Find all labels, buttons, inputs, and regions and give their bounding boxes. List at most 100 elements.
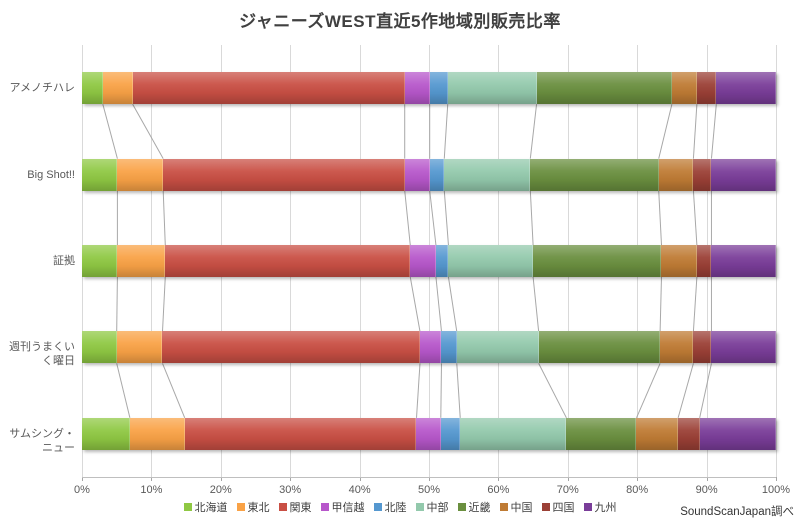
bar-segment-関東 [163, 158, 405, 191]
bar-segment-北海道 [82, 72, 103, 105]
bar-segment-近畿 [538, 331, 661, 364]
bar-segment-甲信越 [404, 158, 430, 191]
legend-item-九州: 九州 [583, 499, 617, 515]
connector-line [659, 276, 662, 332]
axis-tick [567, 477, 569, 481]
axis-tick [706, 477, 708, 481]
connector-line [404, 190, 411, 246]
connector-line [529, 190, 534, 246]
bar-週刊うまくいく曜日 [82, 331, 776, 364]
legend-swatch-icon [320, 503, 329, 511]
legend-swatch-icon [236, 503, 245, 511]
bar-segment-関東 [162, 331, 420, 364]
x-axis-line [82, 477, 776, 478]
connector-line [102, 104, 118, 159]
bar-segment-北陸 [435, 245, 449, 277]
bar-segment-甲信越 [416, 417, 441, 450]
legend-item-中国: 中国 [499, 499, 533, 515]
legend-label: 東北 [247, 502, 270, 514]
connector-line [710, 104, 717, 159]
bar-segment-九州 [699, 417, 776, 450]
bar-証拠 [82, 245, 776, 277]
legend-swatch-icon [457, 503, 466, 511]
bar-segment-中部 [456, 331, 539, 364]
legend-item-四国: 四国 [541, 499, 575, 515]
connector-line [677, 363, 694, 418]
axis-tick [359, 477, 361, 481]
connector-line [440, 363, 442, 418]
connector-line [699, 363, 712, 418]
legend-swatch-icon [415, 503, 424, 511]
bar-segment-北陸 [429, 158, 445, 191]
bar-segment-北海道 [82, 245, 118, 277]
x-axis-label: 80% [626, 484, 649, 496]
connector-line [636, 363, 661, 418]
bar-segment-北陸 [429, 72, 448, 105]
chart-title: ジャニーズWEST直近5作地域別販売比率 [239, 12, 561, 31]
connector-line [447, 276, 458, 332]
axis-tick [151, 477, 153, 481]
bar-segment-関東 [165, 245, 411, 277]
legend-swatch-icon [183, 503, 192, 511]
bar-segment-中部 [447, 72, 537, 105]
bar-segment-近畿 [533, 245, 662, 277]
connector-line [456, 363, 461, 418]
bar-segment-四国 [693, 158, 712, 191]
x-axis-label: 20% [209, 484, 232, 496]
bar-segment-九州 [716, 72, 776, 105]
bar-segment-東北 [117, 245, 166, 277]
bar-segment-九州 [711, 245, 776, 277]
connector-line [435, 276, 442, 332]
bar-segment-関東 [132, 72, 405, 105]
legend-swatch-icon [373, 503, 382, 511]
x-axis-label: 0% [74, 484, 90, 496]
x-axis-label: 90% [695, 484, 718, 496]
legend-label: 四国 [552, 502, 575, 514]
axis-tick [220, 477, 222, 481]
bar-segment-中部 [460, 417, 567, 450]
bar-segment-九州 [711, 331, 776, 364]
bar-segment-四国 [693, 331, 712, 364]
bar-segment-中国 [660, 331, 694, 364]
x-axis-label: 70% [556, 484, 579, 496]
bar-segment-中国 [661, 245, 697, 277]
axis-tick [776, 477, 777, 481]
legend-swatch-icon [499, 503, 508, 511]
bar-segment-甲信越 [404, 72, 430, 105]
bar-segment-東北 [116, 331, 163, 364]
connector-line [692, 190, 698, 246]
connector-line [116, 363, 131, 418]
legend-item-中部: 中部 [415, 499, 449, 515]
axis-tick [637, 477, 639, 481]
bar-segment-近畿 [536, 72, 672, 105]
legend-label: 関東 [289, 502, 312, 514]
connector-line [116, 276, 118, 332]
y-axis-label: 証拠 [53, 255, 75, 267]
x-axis-label: 40% [348, 484, 371, 496]
y-axis-label: サムシング・ニュー [9, 427, 75, 454]
axis-tick [290, 477, 292, 481]
bar-segment-近畿 [530, 158, 659, 191]
bar-segment-近畿 [566, 417, 637, 450]
x-axis-label: 30% [279, 484, 302, 496]
connector-line [532, 276, 540, 332]
legend-label: 北海道 [194, 502, 228, 514]
y-axis-label: 週刊うまくいく曜日 [9, 341, 75, 368]
legend-label: 北陸 [384, 502, 407, 514]
legend-item-北陸: 北陸 [373, 499, 407, 515]
connector-line [409, 276, 421, 332]
legend-swatch-icon [583, 503, 592, 511]
legend: 北海道 東北 関東 甲信越 北陸 中部 近畿 中国 四国 九州 [0, 499, 800, 515]
x-axis-label: 50% [417, 484, 441, 496]
bar-segment-北海道 [82, 158, 118, 191]
connector-line [429, 190, 437, 246]
gridline [776, 45, 777, 477]
connector-line [132, 103, 164, 159]
connector-line [658, 190, 662, 246]
bar-segment-四国 [678, 417, 700, 450]
bar-segment-東北 [117, 158, 164, 191]
bar-segment-北陸 [440, 417, 461, 450]
legend-item-関東: 関東 [278, 499, 312, 515]
